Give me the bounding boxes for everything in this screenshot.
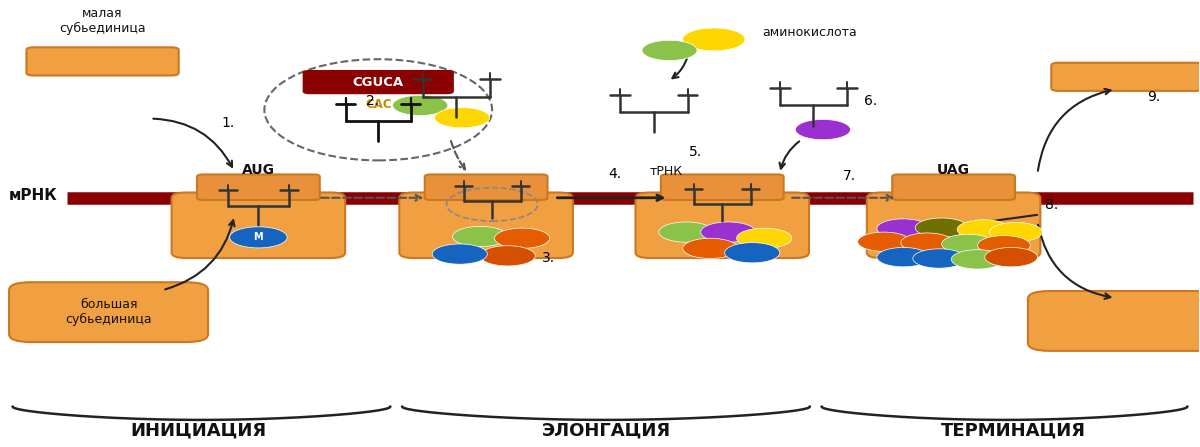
Text: ИНИЦИАЦИЯ: ИНИЦИАЦИЯ bbox=[131, 422, 266, 440]
Circle shape bbox=[229, 227, 287, 248]
Circle shape bbox=[642, 40, 697, 60]
FancyBboxPatch shape bbox=[10, 282, 208, 342]
Text: 7.: 7. bbox=[842, 169, 856, 183]
Circle shape bbox=[683, 238, 738, 258]
Circle shape bbox=[990, 223, 1043, 242]
Circle shape bbox=[452, 226, 508, 247]
FancyBboxPatch shape bbox=[172, 193, 346, 258]
Circle shape bbox=[877, 248, 930, 267]
Text: ТЕРМИНАЦИЯ: ТЕРМИНАЦИЯ bbox=[941, 422, 1086, 440]
Text: AUG: AUG bbox=[242, 164, 275, 177]
Text: UAG: UAG bbox=[937, 164, 970, 177]
Text: 2.: 2. bbox=[366, 94, 379, 108]
Circle shape bbox=[683, 28, 745, 51]
Circle shape bbox=[434, 108, 490, 128]
FancyBboxPatch shape bbox=[425, 174, 547, 200]
FancyBboxPatch shape bbox=[197, 174, 319, 200]
Text: 3.: 3. bbox=[542, 251, 556, 265]
Text: 8.: 8. bbox=[1045, 198, 1058, 212]
Text: ЭЛОНГАЦИЯ: ЭЛОНГАЦИЯ bbox=[541, 422, 671, 440]
Text: мРНК: мРНК bbox=[8, 188, 58, 203]
FancyBboxPatch shape bbox=[661, 174, 784, 200]
Circle shape bbox=[494, 228, 550, 249]
Circle shape bbox=[913, 249, 966, 268]
Circle shape bbox=[701, 222, 756, 242]
FancyBboxPatch shape bbox=[866, 193, 1040, 258]
Circle shape bbox=[877, 219, 930, 238]
FancyBboxPatch shape bbox=[893, 174, 1015, 200]
Circle shape bbox=[901, 233, 954, 252]
Text: 1.: 1. bbox=[222, 116, 235, 131]
Text: большая
субьединица: большая субьединица bbox=[65, 298, 152, 326]
Circle shape bbox=[942, 234, 995, 253]
Circle shape bbox=[432, 244, 487, 264]
FancyBboxPatch shape bbox=[400, 193, 572, 258]
FancyBboxPatch shape bbox=[26, 47, 179, 76]
Text: M: M bbox=[253, 232, 263, 242]
FancyBboxPatch shape bbox=[636, 193, 809, 258]
FancyBboxPatch shape bbox=[1028, 291, 1200, 351]
Text: 9.: 9. bbox=[1147, 90, 1160, 104]
Circle shape bbox=[952, 250, 1004, 269]
Text: тРНК: тРНК bbox=[649, 165, 683, 178]
FancyBboxPatch shape bbox=[1051, 63, 1200, 91]
Circle shape bbox=[978, 236, 1031, 255]
Circle shape bbox=[659, 222, 714, 242]
Text: CGUCA: CGUCA bbox=[353, 76, 404, 89]
Text: 4.: 4. bbox=[608, 167, 620, 181]
Circle shape bbox=[958, 220, 1010, 239]
Circle shape bbox=[858, 232, 911, 251]
Circle shape bbox=[916, 218, 968, 237]
Circle shape bbox=[737, 228, 792, 249]
Text: 5.: 5. bbox=[689, 145, 702, 159]
Circle shape bbox=[480, 246, 535, 266]
Text: малая
субьединица: малая субьединица bbox=[59, 7, 146, 35]
Text: аминокислота: аминокислота bbox=[762, 26, 857, 39]
FancyBboxPatch shape bbox=[304, 71, 454, 93]
Text: CAC: CAC bbox=[365, 98, 391, 111]
Circle shape bbox=[392, 95, 448, 115]
Text: 6.: 6. bbox=[864, 94, 877, 108]
Circle shape bbox=[985, 248, 1038, 267]
Circle shape bbox=[725, 243, 780, 263]
Circle shape bbox=[796, 119, 851, 140]
